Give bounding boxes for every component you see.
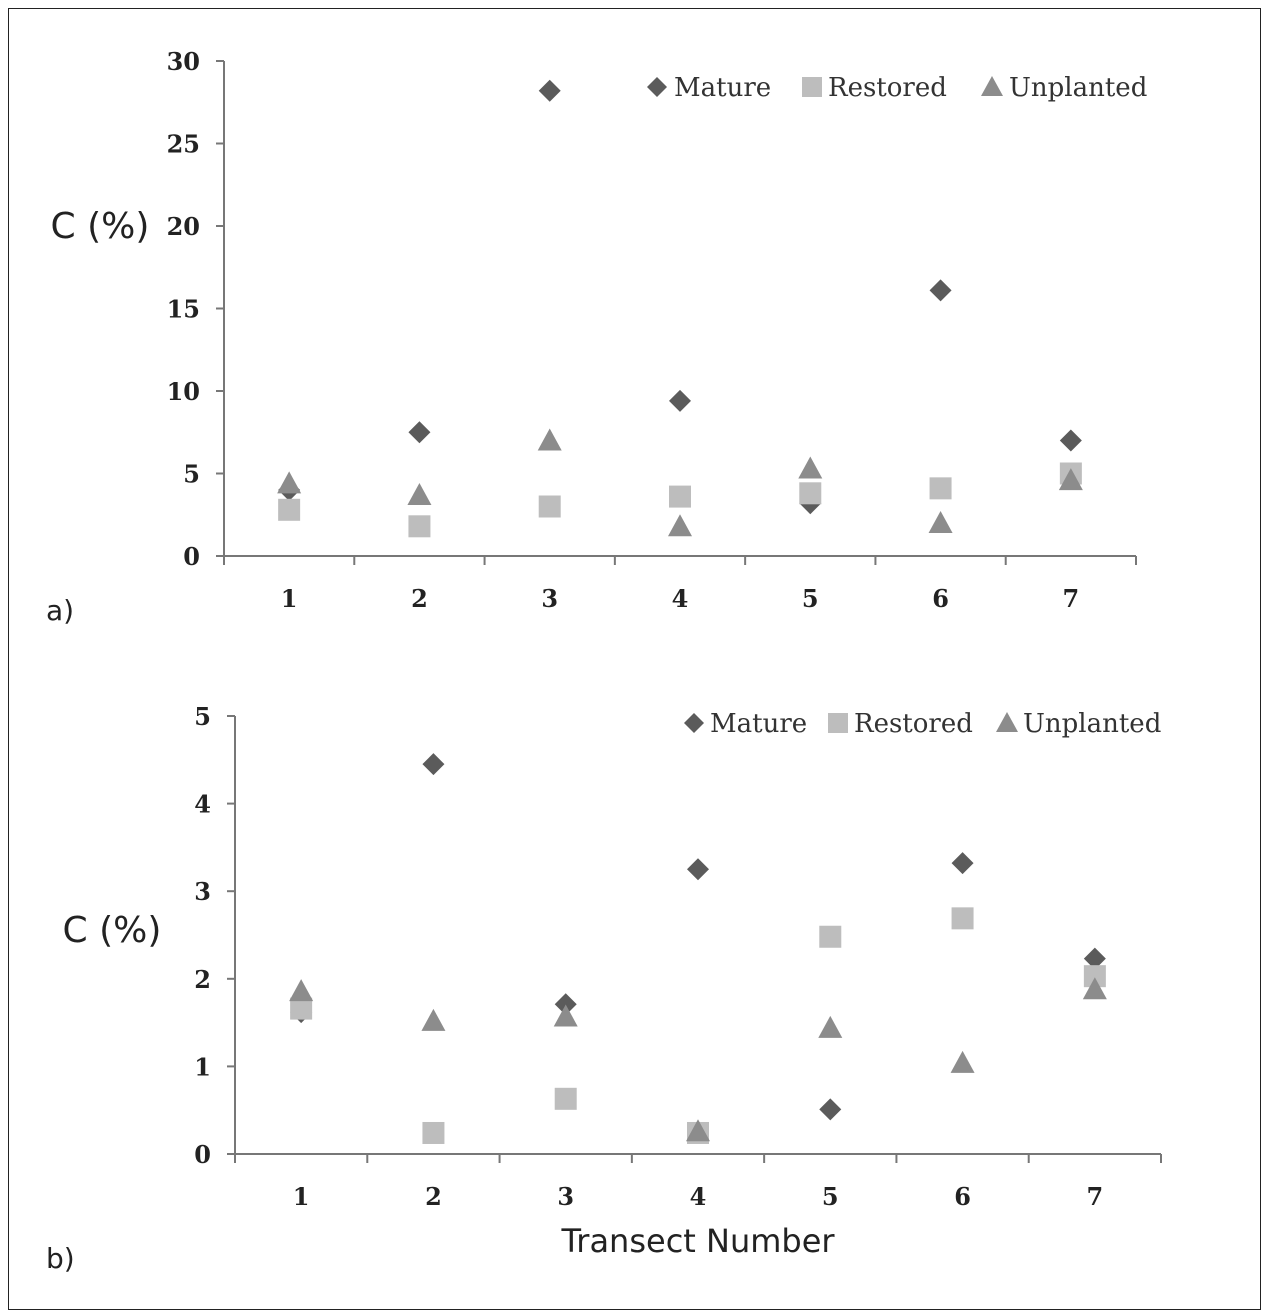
legend-marker-unplanted bbox=[996, 712, 1018, 732]
data-point-restored bbox=[278, 498, 301, 521]
data-point-restored bbox=[819, 925, 842, 948]
data-point-restored bbox=[669, 485, 691, 508]
x-tick-label: 3 bbox=[557, 1182, 574, 1211]
y-tick-label: 5 bbox=[194, 702, 211, 731]
data-point-unplanted bbox=[668, 514, 692, 537]
y-tick-label: 0 bbox=[194, 1140, 211, 1169]
legend-marker-mature bbox=[684, 713, 704, 733]
data-point-restored bbox=[408, 515, 431, 538]
y-tick-label: 4 bbox=[194, 790, 211, 819]
panel-label: a) bbox=[46, 594, 74, 627]
y-tick-label: 0 bbox=[183, 542, 200, 571]
data-point-mature bbox=[1059, 429, 1082, 452]
y-tick-label: 25 bbox=[167, 130, 200, 159]
data-point-restored bbox=[951, 907, 974, 930]
data-point-restored bbox=[554, 1087, 577, 1110]
data-point-mature bbox=[554, 993, 577, 1016]
x-tick-label: 3 bbox=[541, 584, 558, 613]
legend-label: Mature bbox=[674, 73, 771, 103]
data-point-unplanted bbox=[818, 1015, 843, 1038]
data-point-unplanted bbox=[928, 511, 953, 533]
data-point-unplanted bbox=[798, 456, 823, 479]
data-point-unplanted bbox=[289, 979, 314, 1002]
y-tick-label: 20 bbox=[167, 212, 200, 241]
panel-a-chart: 0 5 10 15 20 25 30 1 2 3 4 5 6 7 Mature Restored Unplant… bbox=[46, 47, 1147, 627]
data-point-mature bbox=[422, 753, 445, 776]
panel-b-chart: 0 1 2 3 4 5 1 2 3 4 5 6 7 Mature Restored Unplanted C (%… bbox=[46, 702, 1162, 1275]
legend-label: Mature bbox=[710, 709, 807, 739]
data-point-unplanted bbox=[537, 428, 562, 451]
data-point-unplanted bbox=[1058, 468, 1083, 491]
y-axis-title: C (%) bbox=[51, 206, 150, 247]
data-point-unplanted bbox=[421, 1008, 446, 1031]
legend-label: Unplanted bbox=[1023, 709, 1161, 739]
data-point-restored bbox=[799, 482, 822, 505]
data-point-unplanted bbox=[407, 482, 432, 505]
y-tick-label: 1 bbox=[194, 1052, 211, 1081]
y-tick-label: 5 bbox=[183, 460, 200, 489]
y-tick-label: 3 bbox=[194, 877, 211, 906]
y-tick-label: 15 bbox=[167, 295, 200, 324]
data-point-unplanted bbox=[950, 1050, 975, 1073]
data-point-mature bbox=[408, 421, 431, 444]
data-point-unplanted bbox=[553, 1004, 578, 1027]
data-point-mature bbox=[687, 858, 709, 881]
legend-marker-mature bbox=[647, 77, 667, 97]
legend-marker-unplanted bbox=[981, 76, 1003, 96]
x-tick-label: 4 bbox=[690, 1182, 707, 1211]
y-tick-label: 10 bbox=[167, 377, 200, 406]
data-point-mature bbox=[929, 279, 952, 302]
legend-marker-restored bbox=[802, 77, 822, 97]
y-axis-title: C (%) bbox=[63, 910, 162, 951]
data-point-mature bbox=[951, 852, 974, 875]
x-tick-label: 1 bbox=[281, 584, 298, 613]
legend-marker-restored bbox=[828, 713, 848, 733]
data-point-unplanted bbox=[686, 1119, 710, 1142]
legend-label: Unplanted bbox=[1009, 73, 1147, 103]
x-tick-label: 5 bbox=[802, 584, 819, 613]
data-point-mature bbox=[1083, 947, 1106, 970]
x-tick-label: 7 bbox=[1087, 1182, 1104, 1211]
x-tick-label: 1 bbox=[293, 1182, 310, 1211]
data-point-restored bbox=[538, 495, 561, 518]
x-tick-label: 7 bbox=[1063, 584, 1080, 613]
x-tick-label: 5 bbox=[822, 1182, 839, 1211]
data-point-restored bbox=[422, 1121, 445, 1144]
data-point-unplanted bbox=[1082, 977, 1107, 1000]
legend-label: Restored bbox=[854, 709, 973, 739]
x-tick-label: 4 bbox=[672, 584, 689, 613]
panel-label: b) bbox=[46, 1242, 75, 1275]
data-point-mature bbox=[538, 79, 561, 102]
x-axis-title: Transect Number bbox=[560, 1222, 835, 1260]
x-tick-label: 6 bbox=[954, 1182, 971, 1211]
y-tick-label: 30 bbox=[167, 47, 200, 76]
data-point-mature bbox=[819, 1098, 842, 1121]
data-point-restored bbox=[1083, 965, 1106, 988]
data-point-restored bbox=[290, 997, 313, 1020]
x-tick-label: 2 bbox=[411, 584, 428, 613]
data-point-restored bbox=[929, 477, 952, 500]
x-tick-label: 6 bbox=[932, 584, 949, 613]
data-point-unplanted bbox=[277, 471, 302, 494]
legend-label: Restored bbox=[828, 73, 947, 103]
x-tick-label: 2 bbox=[425, 1182, 442, 1211]
y-tick-label: 2 bbox=[194, 965, 211, 994]
data-point-mature bbox=[669, 389, 691, 412]
